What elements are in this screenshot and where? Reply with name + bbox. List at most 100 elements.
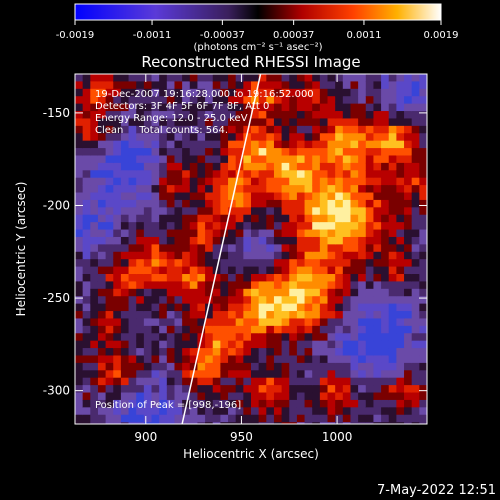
heatmap-cell — [113, 229, 122, 238]
heatmap-cell — [143, 370, 153, 379]
heatmap-cell — [174, 348, 183, 357]
heatmap-cell — [258, 192, 267, 201]
heatmap-cell — [113, 192, 122, 201]
heatmap-cell — [159, 370, 168, 379]
colorbar-tick-label: 0.00037 — [273, 30, 314, 41]
heatmap-cell — [189, 229, 199, 238]
heatmap-cell — [120, 118, 130, 127]
heatmap-cell — [182, 251, 191, 260]
heatmap-cell — [75, 281, 84, 290]
heatmap-cell — [365, 148, 375, 157]
heatmap-cell — [365, 259, 375, 268]
heatmap-cell — [396, 288, 405, 297]
heatmap-cell — [350, 288, 359, 297]
heatmap-cell — [388, 192, 397, 201]
heatmap-cell — [243, 88, 252, 97]
heatmap-cell — [304, 422, 313, 424]
heatmap-cell — [358, 348, 367, 357]
heatmap-cell — [266, 407, 275, 416]
heatmap-cell — [373, 422, 382, 424]
heatmap-cell — [289, 244, 298, 253]
heatmap-cell — [335, 385, 344, 394]
heatmap-cell — [120, 355, 130, 364]
heatmap-cell — [266, 422, 275, 424]
heatmap-cell — [373, 348, 382, 357]
heatmap-cell — [120, 199, 130, 208]
colorbar-tick-label: -0.00037 — [200, 30, 245, 41]
heatmap-cell — [358, 74, 367, 83]
heatmap-cell — [82, 81, 91, 90]
heatmap-cell — [296, 177, 306, 186]
heatmap-cell — [243, 162, 252, 171]
heatmap-cell — [174, 214, 183, 223]
heatmap-cell — [220, 399, 229, 408]
heatmap-cell — [304, 111, 313, 120]
heatmap-cell — [197, 325, 206, 334]
heatmap-cell — [258, 244, 267, 253]
heatmap-cell — [319, 325, 329, 334]
heatmap-cell — [82, 74, 91, 83]
heatmap-cell — [205, 74, 214, 83]
heatmap-cell — [182, 385, 191, 394]
heatmap-cell — [97, 281, 107, 290]
heatmap-cell — [120, 318, 130, 327]
heatmap-cell — [381, 392, 390, 401]
heatmap-cell — [212, 103, 221, 112]
heatmap-cell — [136, 214, 145, 223]
heatmap-cell — [220, 311, 229, 320]
heatmap-cell — [189, 185, 199, 194]
heatmap-cell — [97, 185, 107, 194]
heatmap-cell — [105, 385, 114, 394]
heatmap-cell — [381, 274, 390, 283]
heatmap-cell — [365, 118, 375, 127]
heatmap-cell — [381, 333, 390, 342]
heatmap-cell — [166, 236, 176, 245]
heatmap-cell — [289, 111, 298, 120]
heatmap-cell — [396, 355, 405, 364]
heatmap-cell — [166, 103, 176, 112]
heatmap-cell — [304, 199, 313, 208]
heatmap-cell — [143, 185, 153, 194]
heatmap-cell — [136, 385, 145, 394]
heatmap-cell — [235, 318, 244, 327]
heatmap-cell — [327, 229, 336, 238]
heatmap-cell — [151, 266, 160, 275]
heatmap-cell — [365, 266, 375, 275]
heatmap-cell — [381, 259, 390, 268]
heatmap-cell — [174, 251, 183, 260]
heatmap-cell — [342, 259, 352, 268]
heatmap-cell — [289, 96, 298, 105]
heatmap-cell — [258, 303, 267, 312]
heatmap-cell — [243, 296, 252, 305]
heatmap-cell — [273, 259, 283, 268]
heatmap-cells — [75, 74, 427, 424]
heatmap-cell — [151, 192, 160, 201]
heatmap-cell — [128, 288, 137, 297]
heatmap-cell — [174, 259, 183, 268]
heatmap-cell — [342, 214, 352, 223]
heatmap-cell — [220, 148, 229, 157]
heatmap-cell — [197, 251, 206, 260]
heatmap-cell — [419, 177, 427, 186]
heatmap-cell — [335, 288, 344, 297]
heatmap-cell — [143, 192, 153, 201]
heatmap-cell — [113, 177, 122, 186]
heatmap-cell — [411, 407, 420, 416]
heatmap-cell — [105, 318, 114, 327]
heatmap-cell — [220, 192, 229, 201]
heatmap-cell — [411, 214, 420, 223]
heatmap-cell — [197, 266, 206, 275]
heatmap-cell — [419, 111, 427, 120]
heatmap-cell — [381, 177, 390, 186]
heatmap-cell — [243, 214, 252, 223]
heatmap-cell — [120, 244, 130, 253]
heatmap-cell — [251, 222, 260, 231]
heatmap-cell — [281, 385, 290, 394]
heatmap-cell — [342, 207, 352, 216]
heatmap-cell — [342, 399, 352, 408]
heatmap-cell — [358, 229, 367, 238]
heatmap-cell — [197, 348, 206, 357]
heatmap-cell — [319, 414, 329, 423]
heatmap-cell — [228, 311, 237, 320]
heatmap-cell — [82, 244, 91, 253]
